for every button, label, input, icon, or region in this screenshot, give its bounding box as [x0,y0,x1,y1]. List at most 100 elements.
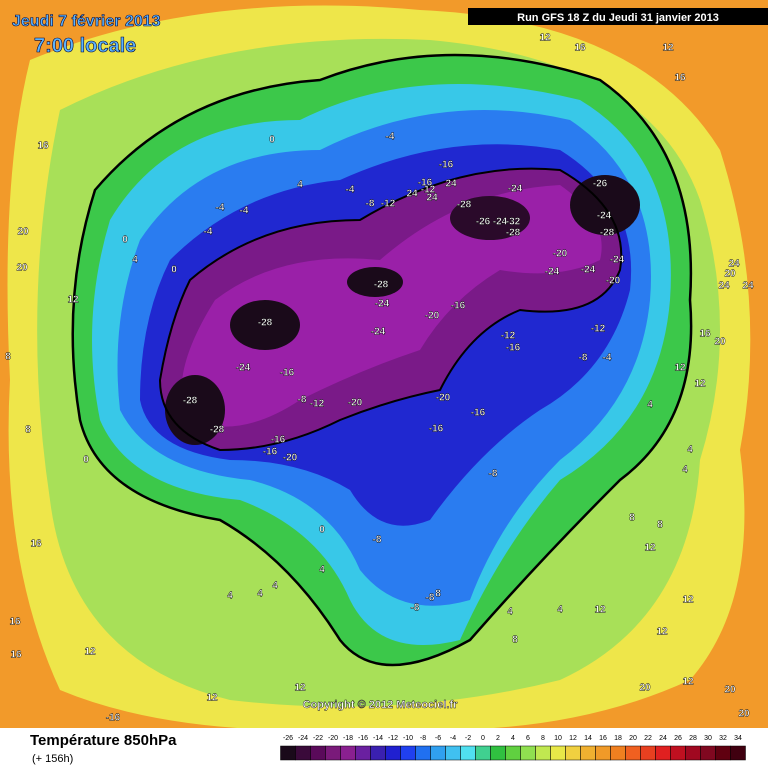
contour-label: 16 [574,43,586,54]
legend-swatch [370,745,386,761]
legend-swatch [565,745,581,761]
contour-label: -4 [603,353,612,364]
contour-label: -16 [506,343,521,354]
legend-swatch [670,745,686,761]
contour-label: 24 [742,281,754,292]
contour-label: -28 [374,280,389,291]
contour-label: 20 [16,263,28,274]
contour-label: 12 [674,363,686,374]
contour-label: 4 [557,605,563,616]
contour-label: 0 [269,135,275,146]
contour-label: 4 [272,581,278,592]
contour-label: 24 [406,189,418,200]
contour-label: 4 [507,607,513,618]
contour-label: 12 [539,33,551,44]
legend-tick-label: -24 [298,735,308,742]
legend-swatch [520,745,536,761]
contour-label: -8 [373,535,382,546]
legend-swatch [325,745,341,761]
contour-label: 4 [687,445,693,456]
contour-label: -12 [591,324,606,335]
contour-label: 12 [682,595,694,606]
legend-tick-label: 22 [644,735,652,742]
contour-label: 12 [294,683,306,694]
legend-tick-label: 30 [704,735,712,742]
contour-label: -26 [476,217,491,228]
contour-label: 20 [714,337,726,348]
legend-tick-label: 20 [629,735,637,742]
contour-label: -12 [381,199,396,210]
contour-label: -8 [489,469,498,480]
contour-label: 24 [445,179,457,190]
legend-swatch [595,745,611,761]
contour-label: -24 [236,363,251,374]
contour-label: -16 [471,408,486,419]
legend-tick-label: 14 [584,735,592,742]
contour-label: 16 [30,539,42,550]
contour-label: -20 [553,249,568,260]
contour-label: 12 [67,295,79,306]
contour-label: -28 [258,318,273,329]
legend-swatch [505,745,521,761]
legend-swatch [490,745,506,761]
contour-label: -8 [579,353,588,364]
contour-label: 24 [426,193,438,204]
contour-label: -24 [508,184,523,195]
contour-label: -8 [366,199,375,210]
legend-tick-label: 8 [541,735,545,742]
contour-label: -16 [280,368,295,379]
contour-label: 20 [639,683,651,694]
contour-label: -16 [429,424,444,435]
contour-label: 8 [25,425,31,436]
contour-label: 12 [84,647,96,658]
contour-label: -20 [348,398,363,409]
contour-label: 20 [17,227,29,238]
legend-tick-label: 26 [674,735,682,742]
contour-label: -32 [506,217,521,228]
legend-tick-label: 28 [689,735,697,742]
contour-label: -24 [545,267,560,278]
contour-label: 12 [694,379,706,390]
legend-swatch [415,745,431,761]
contour-label: 4 [132,255,138,266]
legend-swatch [460,745,476,761]
contour-label: -28 [210,425,225,436]
legend-tick-label: 34 [734,735,742,742]
contour-label: 12 [662,43,674,54]
forecast-date: Jeudi 7 février 2013 [12,13,161,30]
contour-label: -4 [204,227,213,238]
contour-label: -4 [386,132,395,143]
legend-tick-label: 10 [554,735,562,742]
contour-label: -16 [106,713,121,724]
contour-label: -16 [418,178,433,189]
legend: -26 -24 -22 -20 -18 -16 -14 -12 -10 -8 -6 -4 -2 0 2 4 6 8… [280,735,746,761]
contour-label: 24 [718,281,730,292]
legend-tick-label: -4 [450,735,456,742]
contour-label: -20 [606,276,621,287]
legend-swatch [340,745,356,761]
legend-tick-label: 0 [481,735,485,742]
contour-label: 8 [629,513,635,524]
legend-swatch [730,745,746,761]
contour-label: -24 [375,299,390,310]
contour-label: 4 [297,180,303,191]
contour-label: 8 [5,352,11,363]
legend-swatch [625,745,641,761]
contour-label: 8 [512,635,518,646]
contour-label: 12 [644,543,656,554]
legend-tick-label: -12 [388,735,398,742]
legend-tick-label: -20 [328,735,338,742]
contour-label: 12 [656,627,668,638]
contour-label: -12 [310,399,325,410]
contour-label: 20 [738,709,750,720]
contour-label: 12 [682,677,694,688]
legend-swatch [700,745,716,761]
contour-label: -24 [597,211,612,222]
contour-label: -26 [593,179,608,190]
contour-label: -16 [263,447,278,458]
contour-label: 16 [10,650,22,661]
contour-label: -28 [183,396,198,407]
